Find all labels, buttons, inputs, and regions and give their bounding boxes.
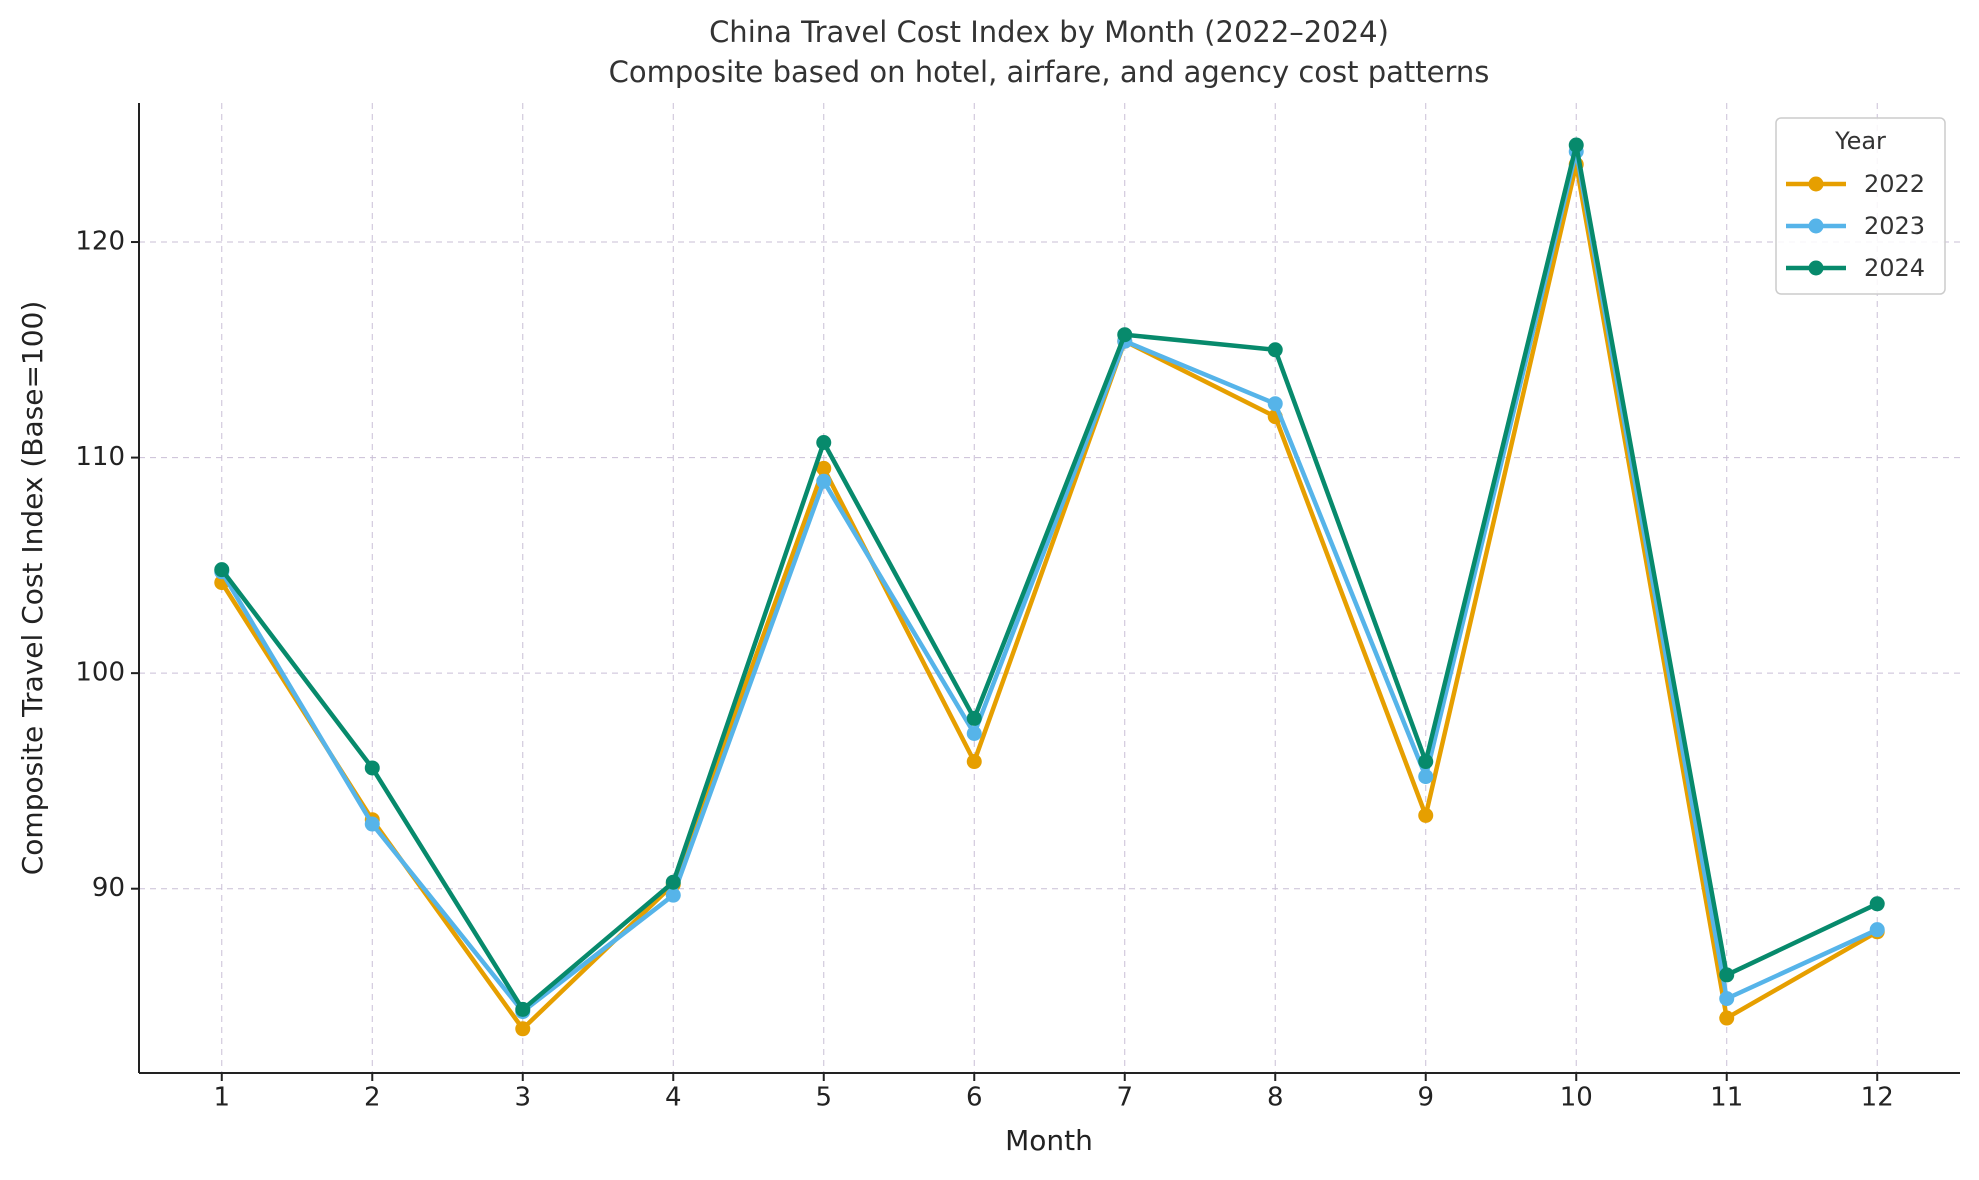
chart-subtitle: Composite based on hotel, airfare, and a… (609, 55, 1490, 89)
data-point (665, 887, 681, 903)
data-point (1117, 327, 1133, 343)
x-tick-label: 5 (815, 1083, 832, 1113)
y-tick-label: 90 (92, 873, 125, 903)
data-point (1418, 807, 1434, 823)
legend-box (1775, 117, 1946, 295)
data-point (816, 460, 832, 476)
data-point (1418, 754, 1434, 770)
data-point (816, 435, 832, 450)
data-point (515, 1021, 531, 1037)
x-tick-label: 11 (1710, 1083, 1743, 1113)
series-line (219, 149, 1879, 1014)
x-tick-label: 8 (1267, 1083, 1284, 1113)
data-point (515, 1001, 531, 1017)
legend-title: Year (1834, 127, 1886, 155)
x-tick-label: 9 (1417, 1083, 1434, 1113)
x-tick-label: 3 (514, 1083, 531, 1113)
y-tick-label: 100 (75, 658, 125, 688)
data-point (1869, 922, 1885, 938)
legend-marker (1808, 218, 1824, 234)
data-point (966, 754, 982, 770)
data-point (1568, 137, 1584, 153)
x-tick-label: 4 (665, 1083, 682, 1113)
x-tick-label: 10 (1560, 1083, 1593, 1113)
data-point (364, 816, 380, 832)
legend-marker (1808, 260, 1824, 276)
data-point (1719, 1010, 1735, 1026)
data-point (1418, 769, 1434, 785)
x-tick-label: 6 (966, 1083, 983, 1113)
data-point (1267, 396, 1283, 412)
data-point (1267, 342, 1283, 358)
x-tick-label: 2 (364, 1083, 381, 1113)
legend-label: 2023 (1864, 212, 1925, 240)
legend-label: 2024 (1864, 254, 1925, 282)
x-tick-label: 1 (213, 1083, 230, 1113)
data-point (966, 710, 982, 726)
data-point (665, 874, 681, 890)
data-point (214, 562, 230, 578)
chart-title: China Travel Cost Index by Month (2022–2… (709, 15, 1389, 49)
legend-marker (1808, 176, 1824, 192)
data-point (1869, 896, 1885, 912)
series-line (219, 142, 1879, 1012)
data-point (816, 473, 832, 489)
y-tick-label: 110 (75, 442, 125, 472)
x-tick-label: 7 (1116, 1083, 1133, 1113)
y-tick-label: 120 (75, 227, 125, 257)
y-axis-label: Composite Travel Cost Index (Base=100) (16, 301, 49, 876)
data-point (1719, 967, 1735, 983)
plot-area (214, 137, 1885, 1037)
data-point (1719, 991, 1735, 1007)
data-point (966, 726, 982, 741)
data-point (364, 760, 380, 776)
legend-label: 2022 (1864, 170, 1925, 198)
legend: Year 2022 2023 2024 (1775, 117, 1946, 295)
series-line (219, 162, 1879, 1032)
x-tick-label: 12 (1861, 1083, 1894, 1113)
x-axis-label: Month (1005, 1124, 1093, 1157)
